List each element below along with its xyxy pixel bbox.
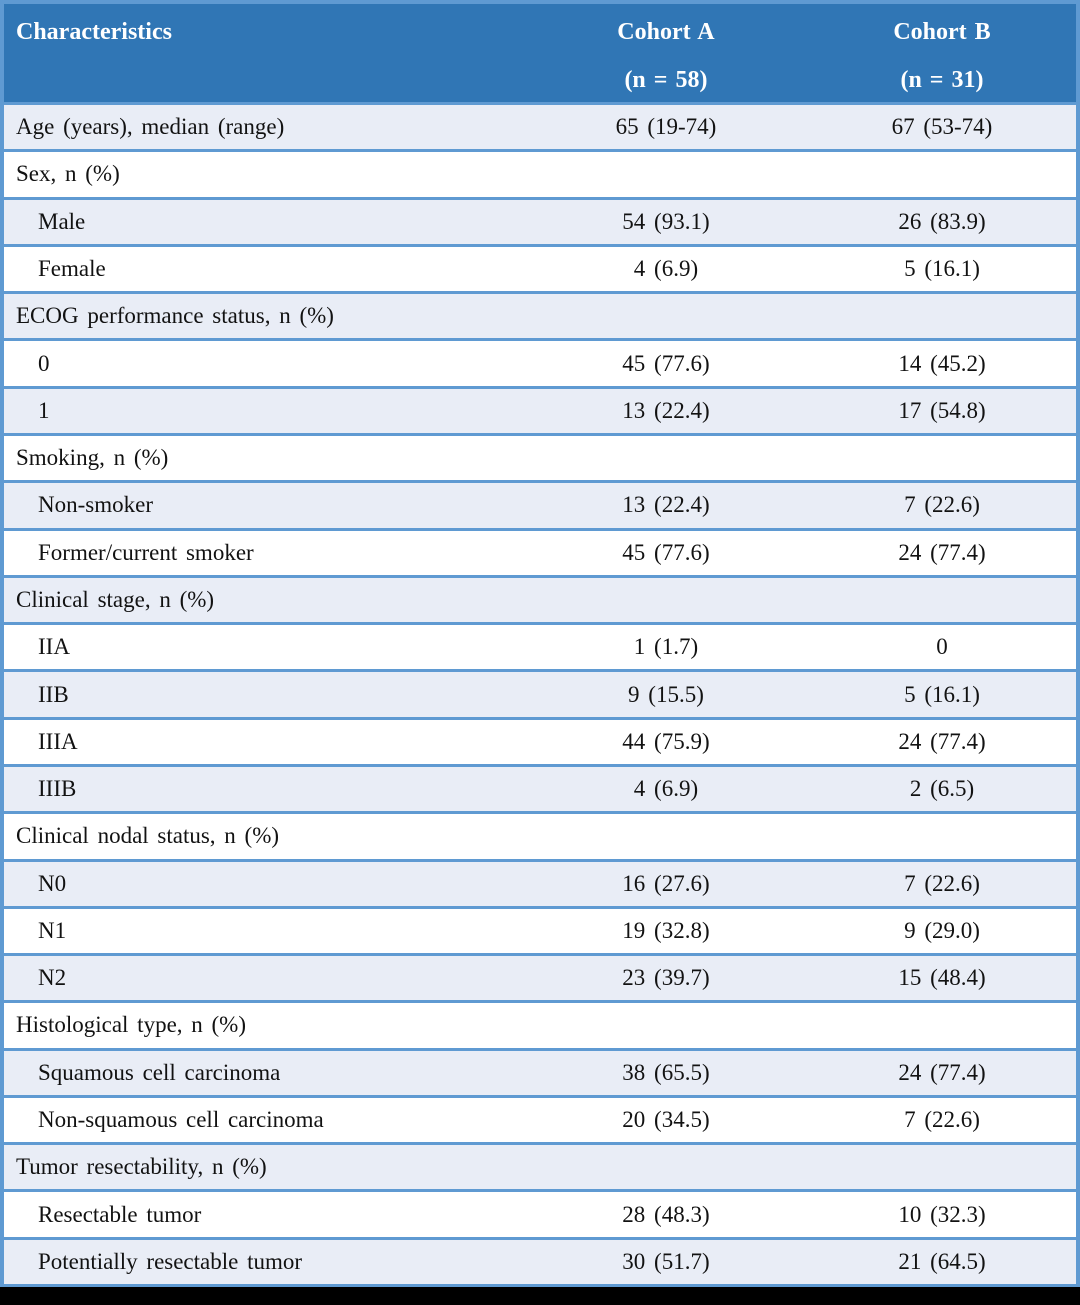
row-label: Male [38,208,86,234]
row-label: Smoking, n (%) [16,445,169,471]
row-label: Sex, n (%) [16,161,120,187]
cohort-a-value: 4 (6.9) [633,255,699,281]
row-label: N2 [38,965,67,991]
row-label: IIIB [38,776,77,802]
cohort-a-value: 20 (34.5) [622,1107,710,1133]
row-label: ECOG performance status, n (%) [16,303,334,329]
table-row: 1 13 (22.4) 17 (54.8) [4,385,1076,433]
header-cohort-b-n: (n = 31) [900,67,984,93]
header-characteristics-label: Characteristics [16,19,172,45]
cohort-b-value: 24 (77.4) [898,1059,986,1085]
header-cohort-a: Cohort A (n = 58) [524,4,808,102]
cohort-a-value: 9 (15.5) [628,681,704,707]
table-row: Non-squamous cell carcinoma 20 (34.5) 7 (2… [4,1094,1076,1143]
cohort-b-value: 67 (53-74) [891,114,993,140]
bottom-black-bar [0,1287,1080,1305]
cohort-a-value: 13 (22.4) [622,492,710,518]
header-cohort-b-name: Cohort B [893,19,991,45]
table-row: IIB 9 (15.5) 5 (16.1) [4,669,1076,717]
row-label: Non-squamous cell carcinoma [38,1107,324,1133]
cohort-a-value: 1 (1.7) [633,634,699,660]
row-label: Potentially resectable tumor [38,1248,303,1274]
table-row: Male 54 (93.1) 26 (83.9) [4,196,1076,244]
table-row: N2 23 (39.7) 15 (48.4) [4,953,1076,1001]
cohort-a-value: 4 (6.9) [633,776,699,802]
table-row: Non-smoker 13 (22.4) 7 (22.6) [4,480,1076,528]
cohort-b-value: 14 (45.2) [898,350,986,376]
cohort-a-value: 54 (93.1) [622,208,710,234]
cohort-a-value: 23 (39.7) [622,965,710,991]
cohort-a-value: 45 (77.6) [622,350,710,376]
cohort-b-value: 0 [936,634,948,660]
cohort-b-value: 7 (22.6) [904,492,980,518]
row-label: N0 [38,870,67,896]
table-row: 0 45 (77.6) 14 (45.2) [4,338,1076,386]
table-row: Tumor resectability, n (%) [4,1142,1076,1190]
cohort-a-value: 28 (48.3) [622,1201,710,1227]
row-label: Former/current smoker [38,539,254,565]
row-label: IIA [38,634,70,660]
table-header-row: Characteristics Cohort A (n = 58) Cohort… [4,4,1076,102]
header-cohort-b: Cohort B (n = 31) [808,4,1076,102]
cohort-a-value: 65 (19-74) [615,114,717,140]
table-row: Clinical nodal status, n (%) [4,811,1076,859]
cohort-a-value: 16 (27.6) [622,870,710,896]
row-label: Clinical stage, n (%) [16,586,215,612]
row-label: Squamous cell carcinoma [38,1059,281,1085]
cohort-a-value: 30 (51.7) [622,1248,710,1274]
table-row: IIIB 4 (6.9) 2 (6.5) [4,763,1076,812]
table-row: Squamous cell carcinoma 38 (65.5) 24 (77.4… [4,1047,1076,1095]
header-cohort-a-name: Cohort A [617,19,715,45]
table-row: Clinical stage, n (%) [4,574,1076,623]
table-row: Smoking, n (%) [4,432,1076,481]
cohort-b-value: 9 (29.0) [904,917,980,943]
cohort-a-value: 45 (77.6) [622,539,710,565]
row-label: 0 [38,350,50,376]
table-row: Age (years), median (range) 65 (19-74) 67 … [4,102,1076,150]
cohort-b-value: 24 (77.4) [898,539,986,565]
table-row: IIIA 44 (75.9) 24 (77.4) [4,716,1076,764]
row-label: Age (years), median (range) [16,114,285,140]
table-row: Resectable tumor 28 (48.3) 10 (32.3) [4,1189,1076,1237]
cohort-b-value: 24 (77.4) [898,728,986,754]
cohort-b-value: 5 (16.1) [904,681,980,707]
cohort-b-value: 7 (22.6) [904,1107,980,1133]
row-label: IIB [38,681,69,707]
cohort-b-value: 10 (32.3) [898,1201,986,1227]
cohort-b-value: 2 (6.5) [909,776,975,802]
table-row: Potentially resectable tumor 30 (51.7) 21 … [4,1236,1076,1285]
row-label: Histological type, n (%) [16,1012,247,1038]
row-label: Clinical nodal status, n (%) [16,823,280,849]
header-characteristics: Characteristics [4,4,524,102]
cohort-a-value: 38 (65.5) [622,1059,710,1085]
row-label: Resectable tumor [38,1201,202,1227]
row-label: Non-smoker [38,492,153,518]
table-row: Former/current smoker 45 (77.6) 24 (77.4) [4,527,1076,575]
row-label: IIIA [38,728,78,754]
row-label: N1 [38,917,67,943]
row-label: Female [38,255,106,281]
table-body: Age (years), median (range) 65 (19-74) 67 … [4,102,1076,1285]
table-row: ECOG performance status, n (%) [4,291,1076,339]
table-row: Sex, n (%) [4,149,1076,197]
cohort-b-value: 5 (16.1) [904,255,980,281]
table-row: IIA 1 (1.7) 0 [4,622,1076,670]
cohort-a-value: 19 (32.8) [622,917,710,943]
cohort-b-value: 15 (48.4) [898,965,986,991]
header-cohort-a-n: (n = 58) [624,67,708,93]
table-row: Female 4 (6.9) 5 (16.1) [4,243,1076,292]
table-row: Histological type, n (%) [4,1000,1076,1048]
cohort-b-value: 7 (22.6) [904,870,980,896]
table-row: N1 19 (32.8) 9 (29.0) [4,905,1076,954]
cohort-b-value: 17 (54.8) [898,397,986,423]
row-label: Tumor resectability, n (%) [16,1154,267,1180]
cohort-a-value: 44 (75.9) [622,728,710,754]
cohort-b-value: 26 (83.9) [898,208,986,234]
row-label: 1 [38,397,50,423]
table-row: N0 16 (27.6) 7 (22.6) [4,858,1076,906]
cohort-a-value: 13 (22.4) [622,397,710,423]
cohort-b-value: 21 (64.5) [898,1248,986,1274]
